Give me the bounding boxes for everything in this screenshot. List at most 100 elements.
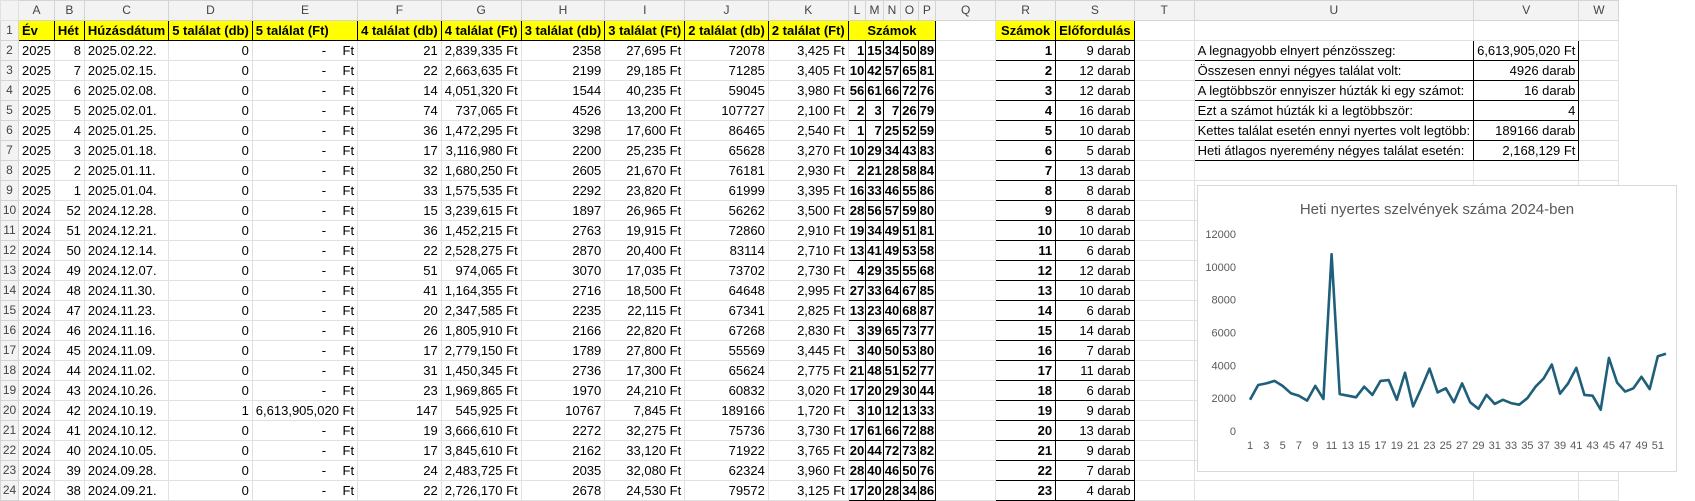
cell[interactable] bbox=[935, 160, 997, 181]
column-header-s[interactable]: S bbox=[1055, 0, 1135, 21]
cell-t4db[interactable]: 147 bbox=[357, 400, 442, 421]
cell-het[interactable]: 5 bbox=[53, 100, 85, 121]
cell-drawn-number[interactable]: 7 bbox=[882, 100, 902, 121]
cell-drawn-number[interactable]: 44 bbox=[917, 380, 937, 401]
cell-t3ft[interactable]: 22,820 Ft bbox=[604, 320, 686, 341]
cell-t3db[interactable]: 3298 bbox=[520, 120, 606, 141]
cell-t3ft[interactable]: 20,400 Ft bbox=[604, 240, 686, 261]
stat-value[interactable]: 4 bbox=[1473, 100, 1580, 121]
cell-datum[interactable]: 2024.12.21. bbox=[83, 220, 170, 241]
cell-ev[interactable]: 2024 bbox=[18, 280, 55, 301]
cell[interactable] bbox=[1133, 460, 1195, 481]
cell-elofordulas[interactable]: 8 darab bbox=[1055, 180, 1135, 201]
cell-t2db[interactable]: 59045 bbox=[684, 80, 769, 101]
cell-t2ft[interactable]: 2,825 Ft bbox=[767, 300, 849, 321]
cell[interactable] bbox=[935, 260, 997, 281]
cell-drawn-number[interactable]: 49 bbox=[882, 220, 902, 241]
cell-t2ft[interactable]: 3,980 Ft bbox=[767, 80, 849, 101]
cell-drawn-number[interactable]: 13 bbox=[900, 400, 919, 421]
cell-t2ft[interactable]: 3,405 Ft bbox=[767, 60, 849, 81]
cell-ev[interactable]: 2025 bbox=[18, 100, 55, 121]
cell-t4ft[interactable]: 2,839,335 Ft bbox=[440, 40, 522, 61]
cell-t4ft[interactable]: 3,116,980 Ft bbox=[440, 140, 522, 161]
cell-szam[interactable]: 1 bbox=[995, 40, 1057, 61]
cell[interactable] bbox=[1578, 160, 1620, 181]
cell-drawn-number[interactable]: 57 bbox=[882, 60, 902, 81]
cell-t5ft[interactable]: - Ft bbox=[251, 240, 359, 261]
row-header[interactable]: 8 bbox=[0, 160, 19, 181]
cell[interactable] bbox=[935, 180, 997, 201]
cell-elofordulas[interactable]: 12 darab bbox=[1055, 80, 1135, 101]
cell-elofordulas[interactable]: 5 darab bbox=[1055, 140, 1135, 161]
cell-t5ft[interactable]: - Ft bbox=[251, 300, 359, 321]
cell-t5ft[interactable]: - Ft bbox=[251, 280, 359, 301]
cell-ev[interactable]: 2025 bbox=[18, 80, 55, 101]
cell-szam[interactable]: 20 bbox=[995, 420, 1057, 441]
row-header[interactable]: 19 bbox=[0, 380, 19, 401]
cell-drawn-number[interactable]: 59 bbox=[917, 120, 937, 141]
cell-t3db[interactable]: 2199 bbox=[520, 60, 606, 81]
cell-t3db[interactable]: 2235 bbox=[520, 300, 606, 321]
cell-t2ft[interactable]: 2,100 Ft bbox=[767, 100, 849, 121]
cell-t5db[interactable]: 0 bbox=[168, 120, 253, 141]
stat-label[interactable]: A legnagyobb elnyert pénzösszeg: bbox=[1193, 40, 1475, 61]
column-header-n[interactable]: N bbox=[882, 0, 902, 21]
cell-t5db[interactable]: 0 bbox=[168, 140, 253, 161]
stat-value[interactable]: 6,613,905,020 Ft bbox=[1473, 40, 1580, 61]
cell-het[interactable]: 39 bbox=[53, 460, 85, 481]
cell-elofordulas[interactable]: 9 darab bbox=[1055, 400, 1135, 421]
cell-drawn-number[interactable]: 59 bbox=[900, 200, 919, 221]
cell-ev[interactable]: 2024 bbox=[18, 480, 55, 501]
column-header-w[interactable]: W bbox=[1578, 0, 1620, 21]
cell-t3ft[interactable]: 22,115 Ft bbox=[604, 300, 686, 321]
cell-t3ft[interactable]: 17,035 Ft bbox=[604, 260, 686, 281]
cell[interactable] bbox=[1133, 340, 1195, 361]
cell-drawn-number[interactable]: 50 bbox=[882, 340, 902, 361]
cell-drawn-number[interactable]: 13 bbox=[847, 300, 867, 321]
cell-elofordulas[interactable]: 12 darab bbox=[1055, 260, 1135, 281]
cell[interactable] bbox=[1193, 160, 1475, 181]
select-all-corner[interactable] bbox=[0, 0, 19, 21]
cell-ev[interactable]: 2025 bbox=[18, 60, 55, 81]
cell-t3ft[interactable]: 23,820 Ft bbox=[604, 180, 686, 201]
cell-t2ft[interactable]: 3,765 Ft bbox=[767, 440, 849, 461]
cell-t3ft[interactable]: 24,530 Ft bbox=[604, 480, 686, 501]
cell-t5ft[interactable]: - Ft bbox=[251, 440, 359, 461]
cell-t5db[interactable]: 0 bbox=[168, 220, 253, 241]
cell-t5db[interactable]: 0 bbox=[168, 380, 253, 401]
cell-drawn-number[interactable]: 72 bbox=[900, 420, 919, 441]
cell-drawn-number[interactable]: 4 bbox=[847, 260, 867, 281]
cell-t5db[interactable]: 0 bbox=[168, 440, 253, 461]
cell-szam[interactable]: 22 bbox=[995, 460, 1057, 481]
cell[interactable] bbox=[1133, 20, 1195, 41]
cell-szam[interactable]: 11 bbox=[995, 240, 1057, 261]
cell-het[interactable]: 43 bbox=[53, 380, 85, 401]
cell[interactable] bbox=[1133, 80, 1195, 101]
cell-t4db[interactable]: 22 bbox=[357, 240, 442, 261]
cell[interactable] bbox=[935, 480, 997, 501]
cell-datum[interactable]: 2024.10.05. bbox=[83, 440, 170, 461]
stat-value[interactable]: 4926 darab bbox=[1473, 60, 1580, 81]
cell-elofordulas[interactable]: 7 darab bbox=[1055, 460, 1135, 481]
cell-t4ft[interactable]: 2,726,170 Ft bbox=[440, 480, 522, 501]
cell-drawn-number[interactable]: 3 bbox=[847, 320, 867, 341]
cell-t5db[interactable]: 0 bbox=[168, 460, 253, 481]
cell-drawn-number[interactable]: 12 bbox=[882, 400, 902, 421]
cell-t4db[interactable]: 22 bbox=[357, 60, 442, 81]
cell-datum[interactable]: 2024.11.02. bbox=[83, 360, 170, 381]
cell-elofordulas[interactable]: 10 darab bbox=[1055, 120, 1135, 141]
stat-value[interactable]: 16 darab bbox=[1473, 80, 1580, 101]
cell-t3db[interactable]: 2736 bbox=[520, 360, 606, 381]
cell-t4db[interactable]: 26 bbox=[357, 320, 442, 341]
cell-elofordulas[interactable]: 9 darab bbox=[1055, 440, 1135, 461]
cell-t2ft[interactable]: 3,500 Ft bbox=[767, 200, 849, 221]
cell-het[interactable]: 38 bbox=[53, 480, 85, 501]
cell-t4ft[interactable]: 1,472,295 Ft bbox=[440, 120, 522, 141]
cell-datum[interactable]: 2024.11.30. bbox=[83, 280, 170, 301]
cell-drawn-number[interactable]: 61 bbox=[865, 80, 884, 101]
cell[interactable] bbox=[935, 100, 997, 121]
cell-t2ft[interactable]: 3,395 Ft bbox=[767, 180, 849, 201]
cell-datum[interactable]: 2024.10.19. bbox=[83, 400, 170, 421]
cell[interactable] bbox=[1133, 380, 1195, 401]
cell-t4db[interactable]: 33 bbox=[357, 180, 442, 201]
